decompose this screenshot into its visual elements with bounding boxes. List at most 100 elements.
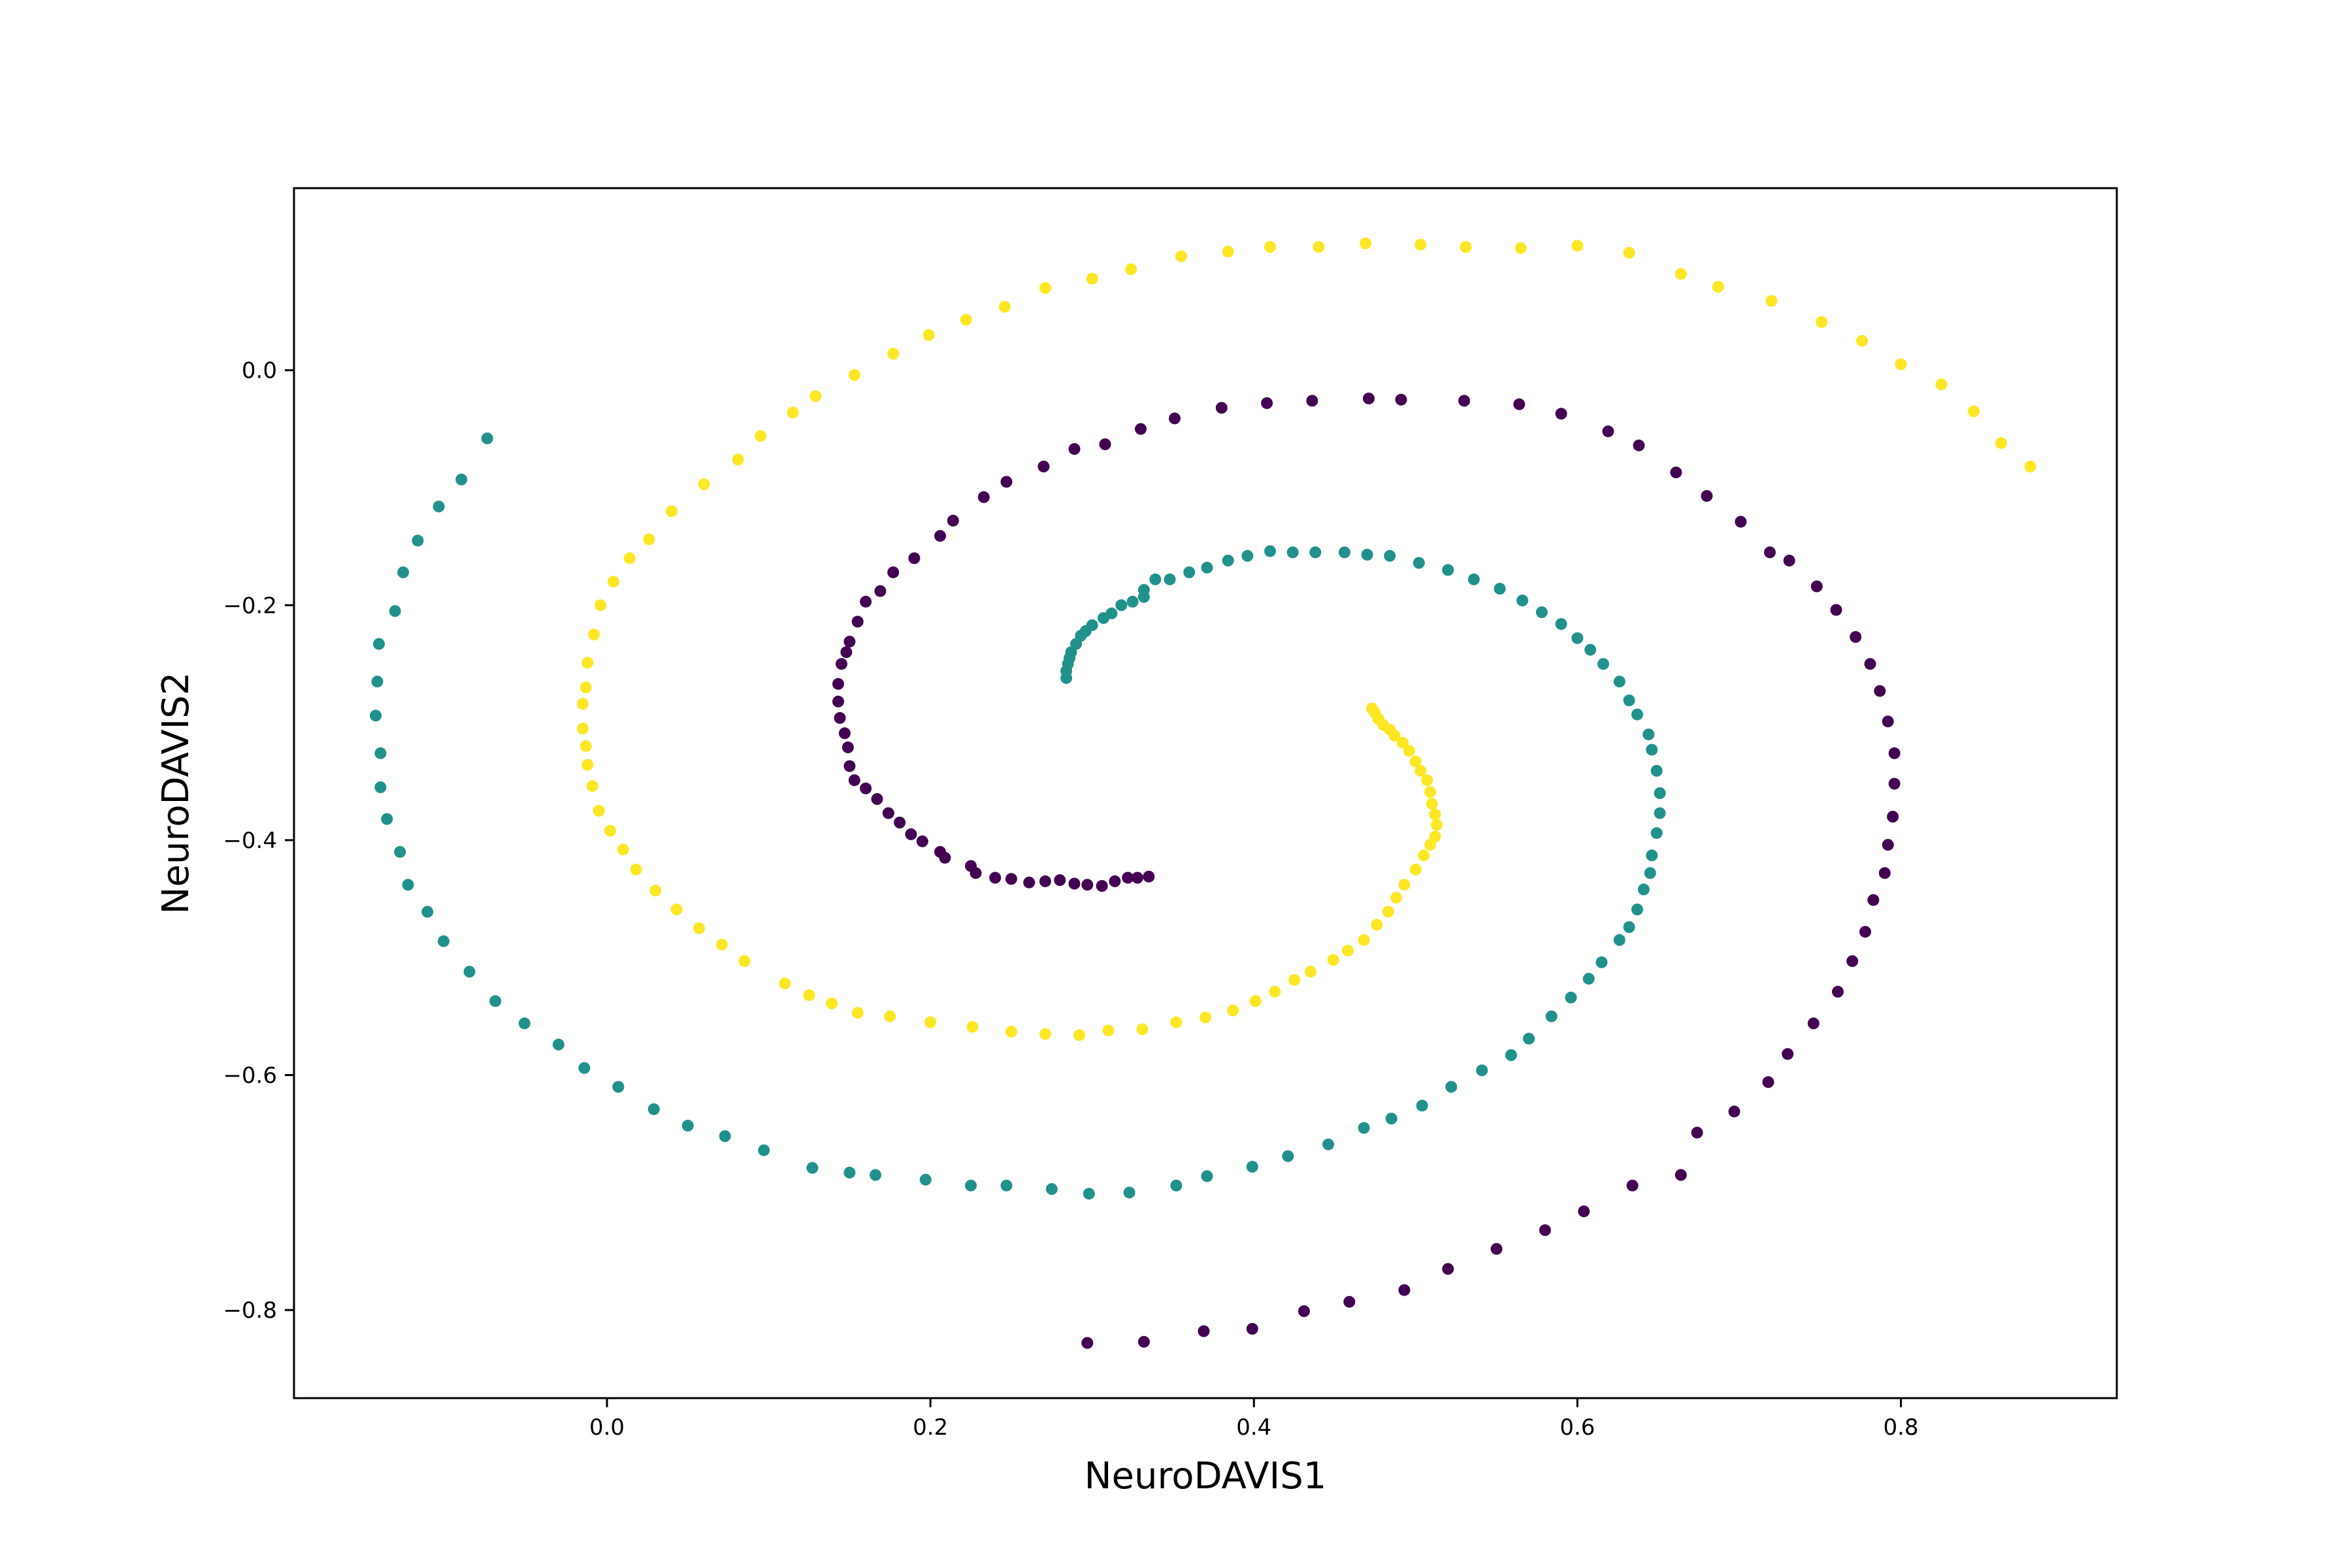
y-tick-label: −0.4 (223, 828, 277, 854)
data-point-s2-7 (1765, 295, 1778, 307)
data-point-s0-77 (916, 835, 928, 847)
data-point-s2-17 (1264, 240, 1276, 253)
data-point-s2-11 (1571, 240, 1584, 252)
data-point-s0-50 (1099, 438, 1111, 450)
data-point-s0-20 (1859, 926, 1871, 938)
x-tick-label: 0.6 (1560, 1414, 1595, 1441)
data-point-s1-71 (1516, 595, 1529, 607)
data-point-s1-62 (1642, 728, 1655, 741)
y-tick-label: −0.6 (223, 1063, 277, 1089)
data-point-s2-33 (666, 505, 678, 517)
data-point-s2-24 (960, 314, 972, 326)
data-point-s0-72 (860, 782, 872, 794)
data-point-s2-13 (1460, 240, 1472, 253)
data-point-s0-89 (1096, 880, 1108, 892)
data-point-s2-87 (1426, 798, 1438, 810)
data-point-s0-59 (874, 585, 887, 597)
data-point-s1-102 (1060, 672, 1073, 684)
data-point-s2-36 (607, 576, 619, 588)
data-point-s0-30 (1850, 630, 1862, 643)
data-point-s2-27 (848, 368, 860, 381)
data-point-s1-83 (1222, 555, 1234, 566)
data-point-s1-11 (381, 813, 393, 825)
data-point-s1-23 (681, 1119, 694, 1132)
data-point-s1-39 (1322, 1138, 1335, 1151)
data-point-s1-8 (370, 710, 382, 722)
data-point-s0-52 (1037, 461, 1050, 473)
data-point-s1-13 (402, 879, 414, 891)
data-point-s2-68 (1200, 1011, 1211, 1024)
data-point-s2-32 (698, 478, 710, 491)
data-point-s0-46 (1261, 397, 1273, 409)
x-tick-label: 0.0 (589, 1414, 625, 1441)
data-point-s1-54 (1637, 883, 1650, 896)
data-point-s2-10 (1623, 246, 1635, 259)
data-point-s2-19 (1175, 250, 1187, 263)
data-point-s0-4 (1298, 1305, 1310, 1317)
data-point-s0-90 (1109, 875, 1121, 887)
data-point-s0-82 (989, 872, 1002, 884)
data-point-s1-26 (806, 1162, 819, 1174)
data-point-s0-29 (1864, 658, 1876, 670)
data-point-s2-91 (1409, 755, 1422, 768)
y-tick-label: −0.8 (223, 1298, 277, 1324)
data-point-s0-32 (1810, 580, 1823, 593)
data-point-s0-37 (1670, 466, 1682, 479)
data-point-s1-37 (1246, 1160, 1258, 1173)
points-layer (370, 237, 2036, 1349)
data-point-s1-68 (1571, 632, 1584, 644)
data-point-s0-36 (1701, 490, 1713, 502)
data-point-s2-58 (851, 1007, 864, 1019)
data-point-s1-66 (1597, 658, 1609, 670)
x-axis-label: NeuroDAVIS1 (1085, 1455, 1327, 1497)
data-point-s2-31 (732, 453, 744, 466)
data-point-s1-22 (647, 1103, 660, 1115)
data-point-s1-42 (1416, 1100, 1428, 1112)
data-point-s0-2 (1198, 1325, 1210, 1337)
x-tick-label: 0.8 (1883, 1414, 1918, 1441)
data-point-s2-79 (1390, 892, 1403, 904)
data-point-s0-21 (1867, 894, 1880, 906)
data-point-s0-47 (1215, 402, 1228, 414)
data-point-s2-14 (1414, 238, 1427, 251)
data-point-s0-1 (1137, 1335, 1150, 1348)
data-point-s1-12 (394, 845, 406, 858)
x-tick-label: 0.4 (1236, 1414, 1271, 1441)
data-point-s1-43 (1445, 1081, 1458, 1093)
data-point-s0-56 (934, 530, 946, 542)
data-point-s0-65 (832, 678, 844, 690)
data-point-s2-25 (923, 329, 935, 341)
data-point-s2-12 (1514, 242, 1527, 254)
data-point-s2-65 (1102, 1024, 1115, 1037)
data-point-s0-24 (1887, 811, 1899, 823)
data-point-s1-45 (1505, 1049, 1517, 1061)
data-point-s1-9 (374, 747, 387, 759)
data-point-s2-1 (1995, 437, 2007, 449)
data-point-s1-33 (1083, 1188, 1095, 1200)
data-point-s1-21 (612, 1081, 625, 1093)
data-point-s2-22 (1039, 282, 1051, 294)
data-point-s2-54 (738, 955, 751, 968)
data-point-s1-87 (1149, 573, 1162, 585)
data-point-s2-53 (715, 938, 728, 951)
data-point-s2-30 (755, 430, 767, 442)
data-point-s2-23 (999, 301, 1011, 313)
data-point-s0-60 (860, 595, 872, 608)
data-point-s1-78 (1338, 546, 1350, 559)
data-point-s2-61 (966, 1021, 979, 1033)
data-point-s2-34 (643, 533, 655, 546)
y-axis-ticks: 0.0 −0.2 −0.4 −0.6 −0.8 (223, 358, 294, 1324)
data-point-s1-10 (374, 781, 387, 793)
data-point-s1-46 (1523, 1032, 1535, 1045)
data-point-s2-15 (1360, 237, 1372, 250)
data-point-s1-34 (1123, 1186, 1135, 1199)
data-point-s0-61 (851, 615, 864, 628)
data-point-s2-67 (1170, 1016, 1183, 1028)
data-point-s1-29 (919, 1173, 932, 1186)
data-point-s1-75 (1413, 557, 1425, 569)
data-point-s0-67 (834, 711, 846, 724)
data-point-s0-55 (947, 514, 959, 527)
data-point-s2-59 (884, 1010, 896, 1022)
data-point-s2-57 (826, 997, 838, 1009)
